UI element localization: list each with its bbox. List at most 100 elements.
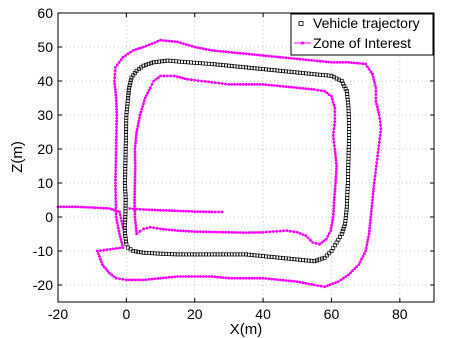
zone-of-interest-point	[179, 275, 182, 278]
zone-of-interest-point	[102, 206, 105, 210]
zone-of-interest-point	[153, 277, 157, 281]
zone-of-interest-point	[227, 276, 231, 280]
zone-of-interest-point	[147, 43, 151, 47]
vehicle-trajectory-point	[343, 86, 348, 91]
zone-of-interest-point	[219, 49, 222, 53]
zone-of-interest-point	[156, 76, 160, 79]
zone-of-interest-point	[159, 74, 162, 78]
vehicle-trajectory-point	[123, 217, 128, 222]
zone-of-interest-point	[374, 86, 378, 90]
zone-of-interest-point	[193, 78, 197, 82]
zone-of-interest-point	[154, 77, 158, 81]
zone-of-interest-point	[250, 83, 254, 86]
zone-of-interest-point	[76, 205, 80, 209]
vehicle-trajectory-point	[317, 257, 322, 262]
zone-of-interest-point	[221, 50, 225, 53]
zone-of-interest-point	[361, 62, 365, 66]
zone-of-interest-point	[139, 110, 143, 114]
zone-of-interest-point	[307, 282, 311, 286]
zone-of-interest-point	[362, 252, 366, 256]
zone-of-interest-point	[309, 238, 312, 242]
zone-of-interest-point	[281, 85, 285, 88]
zone-of-interest-point	[326, 234, 330, 238]
zone-of-interest-point	[145, 94, 148, 97]
zone-of-interest-point	[176, 229, 180, 233]
zone-of-interest-point	[169, 74, 173, 78]
vehicle-trajectory-point	[303, 258, 308, 263]
zone-of-interest-point	[135, 232, 139, 236]
zone-of-interest-point	[315, 59, 319, 63]
zone-of-interest-point	[181, 209, 185, 213]
vehicle-trajectory-point	[324, 253, 329, 258]
zone-of-interest-point	[334, 170, 338, 174]
zone-of-interest-point	[133, 187, 137, 191]
vehicle-trajectory-point	[124, 107, 129, 112]
zone-of-interest-point	[147, 88, 151, 92]
zone-of-interest-point	[367, 232, 371, 236]
zone-of-interest-point	[295, 230, 299, 234]
zone-of-interest-point	[115, 113, 119, 117]
zone-of-interest-point	[219, 230, 222, 234]
zone-of-interest-point	[193, 230, 197, 234]
zone-of-interest-point	[265, 230, 268, 234]
zone-of-interest-point	[368, 224, 372, 227]
zone-of-interest-point	[167, 39, 171, 43]
zone-of-interest-point	[133, 164, 137, 168]
zone-of-interest-point	[334, 161, 338, 165]
zone-of-interest-point	[133, 278, 137, 282]
zone-of-interest-point	[267, 83, 271, 87]
zone-of-interest-point	[275, 229, 279, 233]
zone-of-interest-point	[131, 49, 135, 52]
zone-of-interest-point	[221, 276, 225, 279]
vehicle-trajectory-point	[146, 62, 151, 66]
vehicle-trajectory-point	[123, 175, 128, 180]
zone-of-interest-point	[334, 173, 338, 176]
zone-of-interest-point	[213, 275, 217, 279]
zone-of-interest-point	[199, 275, 202, 278]
vehicle-trajectory-series	[122, 58, 352, 264]
vehicle-trajectory-point	[241, 65, 246, 70]
zone-of-interest-point	[213, 81, 217, 85]
zone-of-interest-point	[325, 91, 329, 95]
zone-of-interest-point	[133, 170, 137, 174]
zone-of-interest-point	[115, 107, 118, 111]
zone-of-interest-point	[273, 277, 276, 281]
zone-of-interest-point	[79, 205, 83, 209]
zone-of-interest-point	[210, 275, 214, 278]
vehicle-trajectory-point	[123, 164, 128, 168]
zone-of-interest-point	[130, 278, 134, 282]
zone-of-interest-point	[319, 89, 323, 92]
zone-of-interest-point	[284, 56, 288, 60]
vehicle-trajectory-point	[322, 255, 327, 260]
zone-of-interest-point	[238, 231, 242, 234]
zone-of-interest-point	[258, 83, 262, 86]
zone-of-interest-point	[220, 82, 224, 85]
zone-of-interest-point	[199, 46, 202, 50]
zone-of-interest-point	[147, 208, 151, 212]
zone-of-interest-point	[364, 249, 367, 253]
zone-of-interest-point	[332, 198, 336, 202]
zone-of-interest-point	[114, 93, 118, 97]
zone-of-interest-point	[301, 87, 305, 90]
zone-of-interest-point	[120, 240, 123, 244]
zone-of-interest-point	[376, 108, 380, 111]
legend-marker-zone-of-interest	[300, 41, 305, 45]
vehicle-trajectory-point	[226, 252, 231, 257]
zone-of-interest-point	[190, 275, 194, 278]
zone-of-interest-point	[142, 102, 145, 106]
vehicle-trajectory-point	[221, 252, 226, 257]
zone-of-interest-point	[133, 212, 137, 216]
zone-of-interest-point	[146, 91, 150, 95]
zone-of-interest-point	[335, 60, 339, 64]
zone-of-interest-point	[327, 93, 331, 96]
zone-of-interest-point	[253, 231, 256, 234]
vehicle-trajectory-point	[126, 96, 131, 100]
zone-of-interest-point	[156, 277, 160, 280]
vehicle-trajectory-point	[244, 252, 248, 257]
zone-of-interest-point	[378, 134, 382, 137]
legend-marker-vehicle-trajectory	[298, 21, 304, 26]
y-tick-label: 0	[45, 209, 53, 225]
y-tick-label: -20	[33, 277, 53, 293]
zone-of-interest-point	[150, 277, 154, 281]
zone-of-interest-point	[339, 278, 343, 282]
